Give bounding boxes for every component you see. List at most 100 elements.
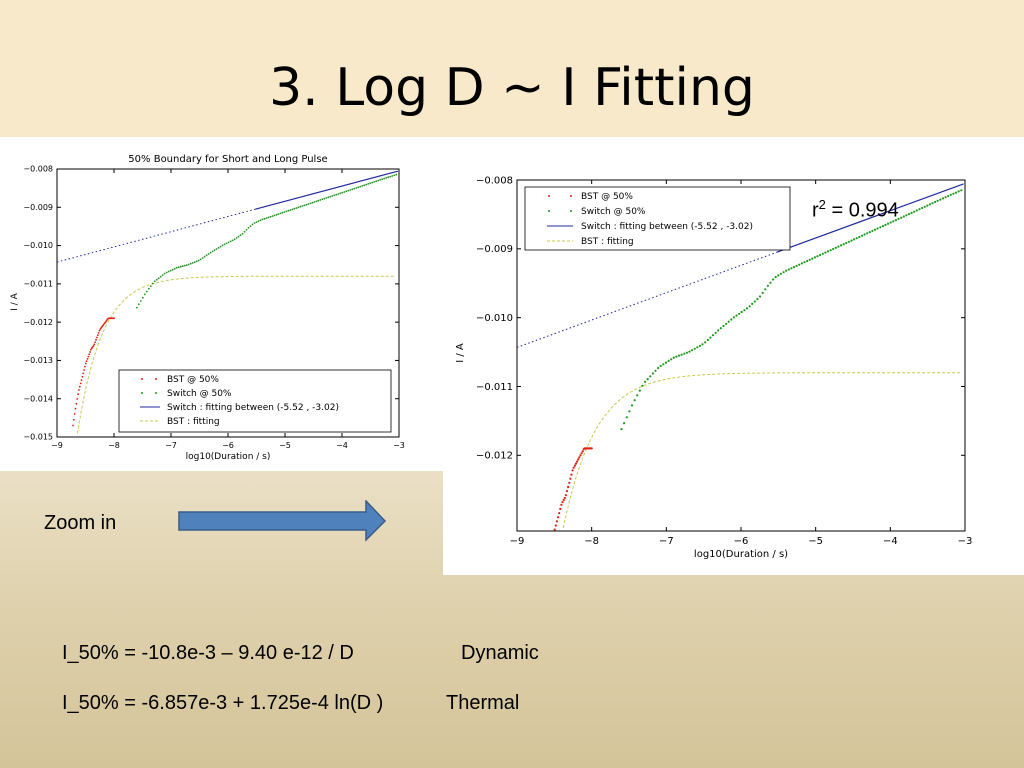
switch-point xyxy=(331,195,334,197)
switch-point xyxy=(333,194,336,197)
switch-point xyxy=(189,262,192,265)
zoom-in-label: Zoom in xyxy=(44,512,117,534)
bst-point xyxy=(113,317,115,320)
bst-point xyxy=(577,458,580,461)
switch-point xyxy=(651,372,654,375)
switch-point xyxy=(373,181,376,183)
switch-point xyxy=(725,322,728,325)
switch-point xyxy=(675,355,678,358)
switch-point xyxy=(167,270,170,273)
chart-title: 50% Boundary for Short and Long Pulse xyxy=(128,154,327,165)
switch-point xyxy=(936,199,939,202)
switch-point xyxy=(730,318,733,321)
y-tick-label: −0.013 xyxy=(23,356,53,365)
bst-point xyxy=(96,334,99,337)
bst-point xyxy=(574,462,578,465)
switch-point xyxy=(295,207,298,209)
switch-point xyxy=(265,217,268,219)
switch-point xyxy=(719,327,722,330)
x-tick-label: −4 xyxy=(883,536,898,547)
switch-point xyxy=(819,253,822,257)
switch-point xyxy=(907,213,911,216)
switch-point xyxy=(231,239,234,242)
legend-label-bst: BST @ 50% xyxy=(167,375,219,385)
switch-point xyxy=(913,210,916,213)
bst-fit-line xyxy=(77,275,396,434)
switch-point xyxy=(321,198,324,201)
switch-point xyxy=(209,251,212,254)
switch-point xyxy=(343,191,346,193)
switch-point xyxy=(345,190,348,193)
legend-marker-bst xyxy=(548,195,550,197)
switch-point xyxy=(769,281,772,284)
switch-point xyxy=(381,178,384,181)
bst-point xyxy=(559,507,562,511)
switch-point xyxy=(211,250,214,253)
bst-point xyxy=(98,329,101,332)
switch-point xyxy=(934,200,937,204)
switch-point xyxy=(197,259,200,262)
switch-point xyxy=(285,210,288,213)
bst-point xyxy=(78,389,80,391)
switch-point xyxy=(319,199,322,201)
x-tick-label: −8 xyxy=(584,536,599,547)
switch-point xyxy=(139,300,142,302)
switch-point xyxy=(389,175,392,178)
switch-point xyxy=(275,213,278,216)
switch-point xyxy=(261,218,264,221)
switch-point xyxy=(215,248,218,250)
switch-point xyxy=(743,309,746,312)
bst-point xyxy=(97,332,100,334)
switch-point xyxy=(277,213,280,215)
switch-point xyxy=(329,195,332,198)
x-tick-label: −9 xyxy=(510,536,525,547)
switch-point xyxy=(229,240,232,243)
r-squared-value: = 0.994 xyxy=(825,199,899,222)
bst-point xyxy=(567,485,570,489)
switch-point xyxy=(900,216,903,219)
switch-point xyxy=(811,257,814,260)
switch-point xyxy=(670,358,673,361)
legend-label-switch-fit: Switch : fitting between (-5.52 , -3.02) xyxy=(581,222,753,232)
switch-point xyxy=(772,278,775,281)
bst-point xyxy=(570,473,573,476)
switch-point xyxy=(813,256,816,259)
switch-point xyxy=(257,220,260,223)
switch-point xyxy=(307,203,310,205)
bst-point xyxy=(553,528,556,531)
legend-marker-bst xyxy=(155,378,157,380)
switch-point xyxy=(267,216,270,219)
switch-point xyxy=(876,227,879,230)
switch-point xyxy=(395,173,398,176)
switch-point xyxy=(795,264,798,267)
switch-point xyxy=(881,225,884,228)
y-tick-label: −0.010 xyxy=(23,241,53,250)
switch-point xyxy=(879,226,882,229)
switch-point xyxy=(944,196,947,199)
switch-point xyxy=(203,255,206,258)
switch-point xyxy=(947,194,950,198)
y-tick-label: −0.015 xyxy=(23,433,53,442)
x-tick-label: −6 xyxy=(222,441,234,450)
switch-point xyxy=(325,197,328,199)
switch-point xyxy=(717,329,720,332)
switch-point xyxy=(147,287,150,290)
switch-point xyxy=(800,262,803,265)
switch-point xyxy=(217,246,220,249)
equation-dynamic: I_50% = -10.8e-3 – 9.40 e-12 / D xyxy=(62,642,354,664)
switch-point xyxy=(355,187,358,189)
switch-point xyxy=(177,266,180,269)
switch-point xyxy=(636,394,639,397)
switch-point xyxy=(926,204,929,207)
switch-point xyxy=(339,192,342,195)
switch-point xyxy=(297,206,300,209)
switch-point xyxy=(137,303,140,306)
bst-point xyxy=(561,501,564,504)
switch-point xyxy=(205,254,208,257)
x-tick-label: −7 xyxy=(659,536,674,547)
switch-point xyxy=(233,238,236,241)
bst-point xyxy=(578,456,581,459)
switch-point xyxy=(774,275,777,279)
x-tick-label: −9 xyxy=(51,441,63,450)
switch-point xyxy=(727,320,730,323)
